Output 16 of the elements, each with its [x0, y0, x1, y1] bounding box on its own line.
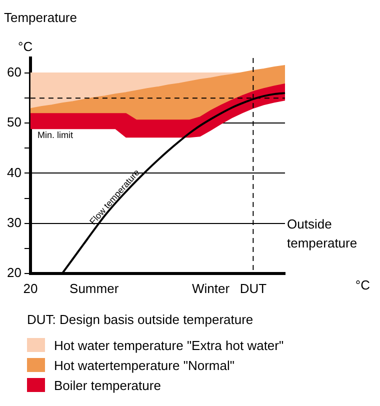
x-tick-label: Winter — [192, 280, 230, 296]
y-tick-label: 20 — [6, 264, 22, 280]
y-tick-label: 40 — [6, 164, 22, 180]
text: DUT: Design basis outside temperature — [27, 312, 254, 327]
y-axis-title: Temperature °C — [4, 10, 77, 54]
legend-label: Hot watertemperature "Normal" — [54, 358, 234, 372]
y-tick-label: 50 — [6, 114, 22, 130]
y-tick-label: 60 — [6, 64, 22, 80]
legend-label: Hot water temperature "Extra hot water" — [54, 338, 284, 352]
x-tick-label: 20 — [23, 280, 38, 296]
x-tick-label: DUT — [240, 280, 267, 296]
x-tick-label: Summer — [70, 280, 120, 296]
y-tick-label: 30 — [6, 214, 22, 230]
text: Outside temperature °C — [287, 216, 370, 292]
legend-label: Boiler temperature — [54, 378, 161, 392]
annotation: Min. limit — [37, 130, 74, 140]
